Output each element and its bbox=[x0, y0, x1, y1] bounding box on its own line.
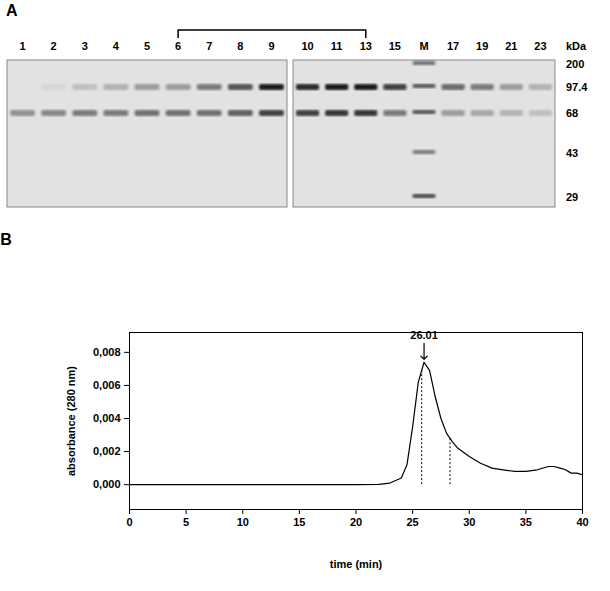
svg-text:7: 7 bbox=[206, 40, 212, 52]
svg-text:A: A bbox=[6, 2, 18, 19]
svg-text:26.01: 26.01 bbox=[410, 329, 438, 341]
svg-text:2: 2 bbox=[51, 40, 57, 52]
svg-text:23: 23 bbox=[534, 40, 546, 52]
svg-text:10: 10 bbox=[237, 516, 249, 528]
svg-text:0,006: 0,006 bbox=[93, 379, 121, 391]
svg-text:absorbance (280 nm): absorbance (280 nm) bbox=[65, 366, 77, 476]
svg-text:1: 1 bbox=[19, 40, 25, 52]
svg-text:97.4: 97.4 bbox=[566, 81, 588, 93]
svg-text:29: 29 bbox=[566, 191, 578, 203]
svg-text:200: 200 bbox=[566, 58, 584, 70]
svg-text:43: 43 bbox=[566, 147, 578, 159]
svg-text:11: 11 bbox=[331, 40, 343, 52]
svg-text:0,004: 0,004 bbox=[93, 412, 121, 424]
svg-text:6: 6 bbox=[175, 40, 181, 52]
svg-text:5: 5 bbox=[183, 516, 189, 528]
svg-text:68: 68 bbox=[566, 107, 578, 119]
svg-text:0: 0 bbox=[126, 516, 132, 528]
svg-text:15: 15 bbox=[389, 40, 401, 52]
svg-text:25: 25 bbox=[407, 516, 419, 528]
svg-text:9: 9 bbox=[268, 40, 274, 52]
svg-text:19: 19 bbox=[476, 40, 488, 52]
svg-text:4: 4 bbox=[113, 40, 120, 52]
svg-text:0,002: 0,002 bbox=[93, 445, 121, 457]
svg-text:17: 17 bbox=[447, 40, 459, 52]
svg-text:15: 15 bbox=[293, 516, 305, 528]
svg-text:B: B bbox=[0, 231, 12, 248]
svg-text:20: 20 bbox=[350, 516, 362, 528]
svg-text:0,000: 0,000 bbox=[93, 478, 121, 490]
svg-text:10: 10 bbox=[301, 40, 313, 52]
svg-text:35: 35 bbox=[520, 516, 532, 528]
svg-text:5: 5 bbox=[144, 40, 150, 52]
svg-text:40: 40 bbox=[576, 516, 588, 528]
svg-text:kDa: kDa bbox=[566, 40, 587, 52]
svg-text:8: 8 bbox=[237, 40, 243, 52]
svg-text:21: 21 bbox=[505, 40, 517, 52]
svg-text:0,008: 0,008 bbox=[93, 346, 121, 358]
svg-text:3: 3 bbox=[82, 40, 88, 52]
svg-text:time (min): time (min) bbox=[330, 558, 383, 570]
svg-text:30: 30 bbox=[463, 516, 475, 528]
svg-text:M: M bbox=[419, 40, 428, 52]
svg-text:13: 13 bbox=[360, 40, 372, 52]
